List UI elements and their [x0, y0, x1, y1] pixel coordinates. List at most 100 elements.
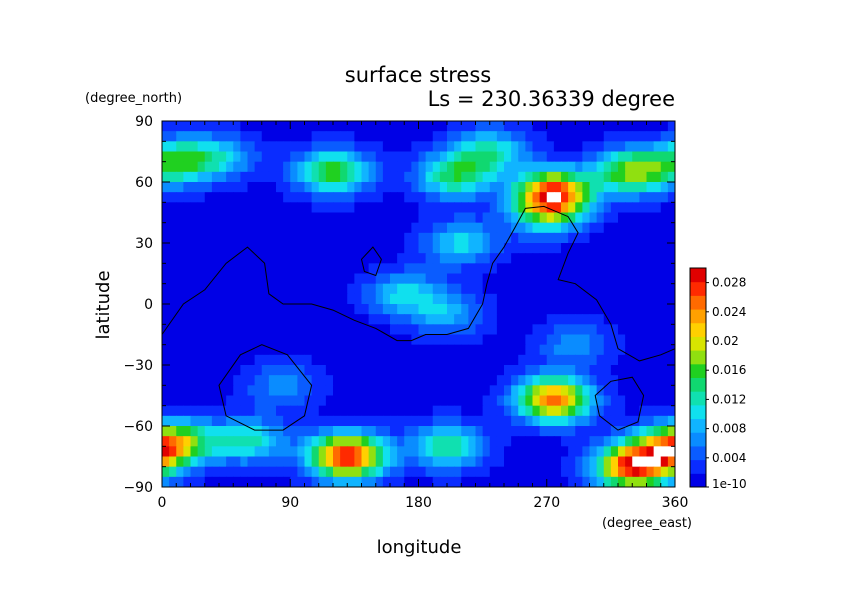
heatmap-cell [482, 243, 491, 254]
heatmap-cell [247, 253, 256, 264]
heatmap-cell [254, 273, 263, 285]
heatmap-cell [447, 222, 455, 234]
heatmap-cell [496, 141, 505, 153]
heatmap-cell [390, 161, 398, 173]
heatmap-cell [454, 131, 462, 142]
heatmap-cell [176, 273, 184, 285]
heatmap-cell [525, 263, 534, 275]
heatmap-cell [504, 446, 512, 458]
heatmap-cell [568, 446, 576, 458]
heatmap-cell [667, 354, 675, 366]
heatmap-cell [468, 121, 477, 132]
heatmap-cell [411, 161, 420, 173]
heatmap-cell [176, 232, 184, 244]
heatmap-cell [190, 476, 199, 487]
heatmap-cell [447, 212, 455, 224]
heatmap-cell [276, 192, 284, 203]
heatmap-cell [190, 365, 199, 376]
heatmap-cell [568, 314, 576, 325]
heatmap-cell [553, 131, 562, 142]
heatmap-cell [261, 446, 270, 458]
heatmap-cell [610, 161, 619, 173]
heatmap-cell [290, 253, 298, 264]
heatmap-cell [618, 192, 626, 203]
heatmap-cell [404, 141, 412, 153]
heatmap-cell [397, 354, 405, 366]
heatmap-cell [546, 456, 555, 468]
heatmap-cell [233, 243, 241, 254]
heatmap-cell [511, 273, 519, 285]
heatmap-cell [632, 395, 640, 407]
heatmap-cell [304, 426, 313, 437]
heatmap-cell [390, 283, 398, 295]
heatmap-cell [653, 283, 662, 295]
heatmap-cell [240, 334, 249, 346]
heatmap-cell [646, 202, 655, 214]
heatmap-cell [511, 334, 519, 346]
heatmap-cell [190, 436, 199, 447]
heatmap-cell [190, 171, 199, 183]
heatmap-cell [610, 212, 619, 224]
colorbar-swatch [690, 350, 706, 365]
heatmap-cell [432, 121, 441, 132]
heatmap-cell [603, 141, 612, 153]
heatmap-cell [390, 395, 398, 407]
heatmap-cell [632, 324, 640, 336]
heatmap-cell [233, 446, 241, 458]
heatmap-cell [439, 385, 448, 397]
heatmap-cell [290, 395, 298, 407]
heatmap-cell [568, 334, 576, 346]
heatmap-cell [660, 222, 669, 234]
heatmap-cell [240, 405, 249, 417]
heatmap-cell [603, 273, 612, 285]
heatmap-cell [297, 324, 306, 336]
heatmap-cell [504, 283, 512, 295]
heatmap-cell [582, 192, 591, 203]
heatmap-cell [518, 151, 526, 163]
heatmap-cell [368, 121, 377, 132]
heatmap-cell [162, 466, 170, 478]
heatmap-cell [304, 344, 313, 356]
heatmap-cell [518, 446, 526, 458]
heatmap-cell [468, 365, 477, 376]
heatmap-cell [582, 476, 591, 487]
heatmap-cell [283, 273, 291, 285]
heatmap-cell [162, 375, 170, 386]
heatmap-cell [575, 375, 583, 386]
heatmap-cell [197, 436, 206, 447]
heatmap-cell [454, 354, 462, 366]
heatmap-cell [197, 466, 206, 478]
heatmap-cell [276, 161, 284, 173]
heatmap-cell [496, 304, 505, 315]
heatmap-cell [582, 344, 591, 356]
heatmap-cell [489, 344, 498, 356]
heatmap-cell [219, 222, 227, 234]
heatmap-cell [539, 314, 548, 325]
heatmap-cell [632, 212, 640, 224]
heatmap-cell [610, 273, 619, 285]
heatmap-cell [283, 334, 291, 346]
heatmap-cell [397, 314, 405, 325]
heatmap-cell [504, 202, 512, 214]
heatmap-cell [233, 375, 241, 386]
heatmap-cell [340, 476, 348, 487]
heatmap-cell [254, 212, 263, 224]
heatmap-cell [425, 192, 434, 203]
heatmap-cell [204, 273, 213, 285]
heatmap-cell [568, 293, 576, 305]
heatmap-cell [575, 243, 583, 254]
heatmap-cell [375, 253, 384, 264]
heatmap-cell [568, 385, 576, 397]
heatmap-cell [525, 334, 534, 346]
heatmap-cell [532, 121, 541, 132]
heatmap-cell [382, 222, 391, 234]
heatmap-cell [211, 171, 220, 183]
heatmap-cell [204, 385, 213, 397]
heatmap-cell [290, 324, 298, 336]
heatmap-cell [653, 446, 662, 458]
heatmap-cell [418, 263, 427, 275]
heatmap-cell [283, 415, 291, 427]
heatmap-cell [162, 456, 170, 468]
heatmap-cell [610, 436, 619, 447]
